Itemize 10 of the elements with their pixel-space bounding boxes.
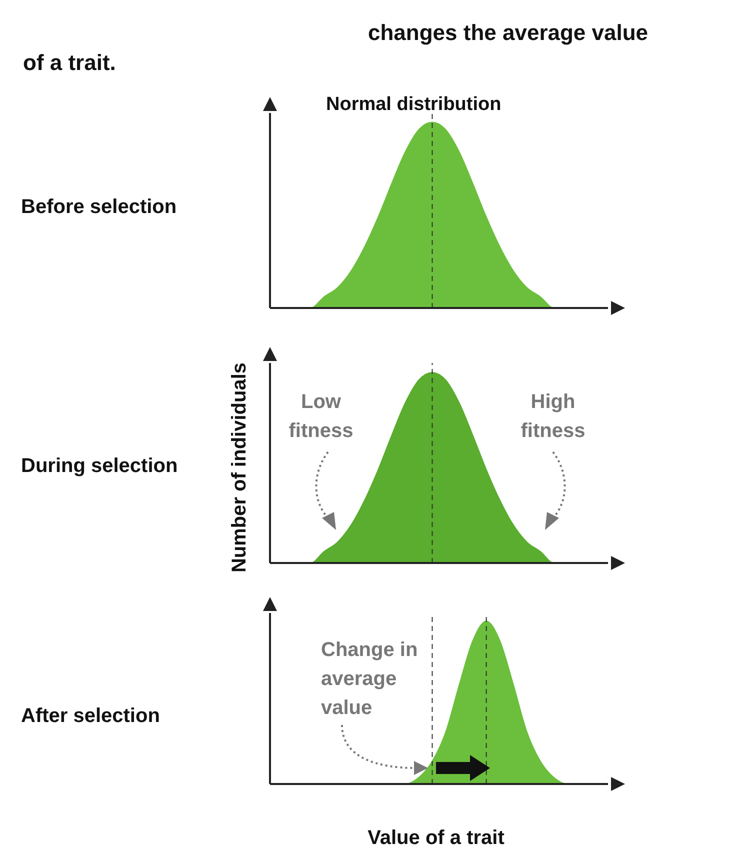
annotation: Low fitness [288, 390, 354, 444]
text: After selection [21, 704, 161, 729]
annotation: High fitness [520, 390, 586, 444]
text: During selection [21, 455, 178, 477]
chart-title: changes the average value of a trait. [23, 20, 648, 75]
x-axis-title: Value of a trait [366, 827, 506, 850]
text: Normal distribution [326, 93, 502, 117]
y-axis-title: Number of individuals [228, 361, 252, 575]
annotation: Change in average value [321, 638, 419, 721]
text: Before selection [21, 195, 178, 220]
